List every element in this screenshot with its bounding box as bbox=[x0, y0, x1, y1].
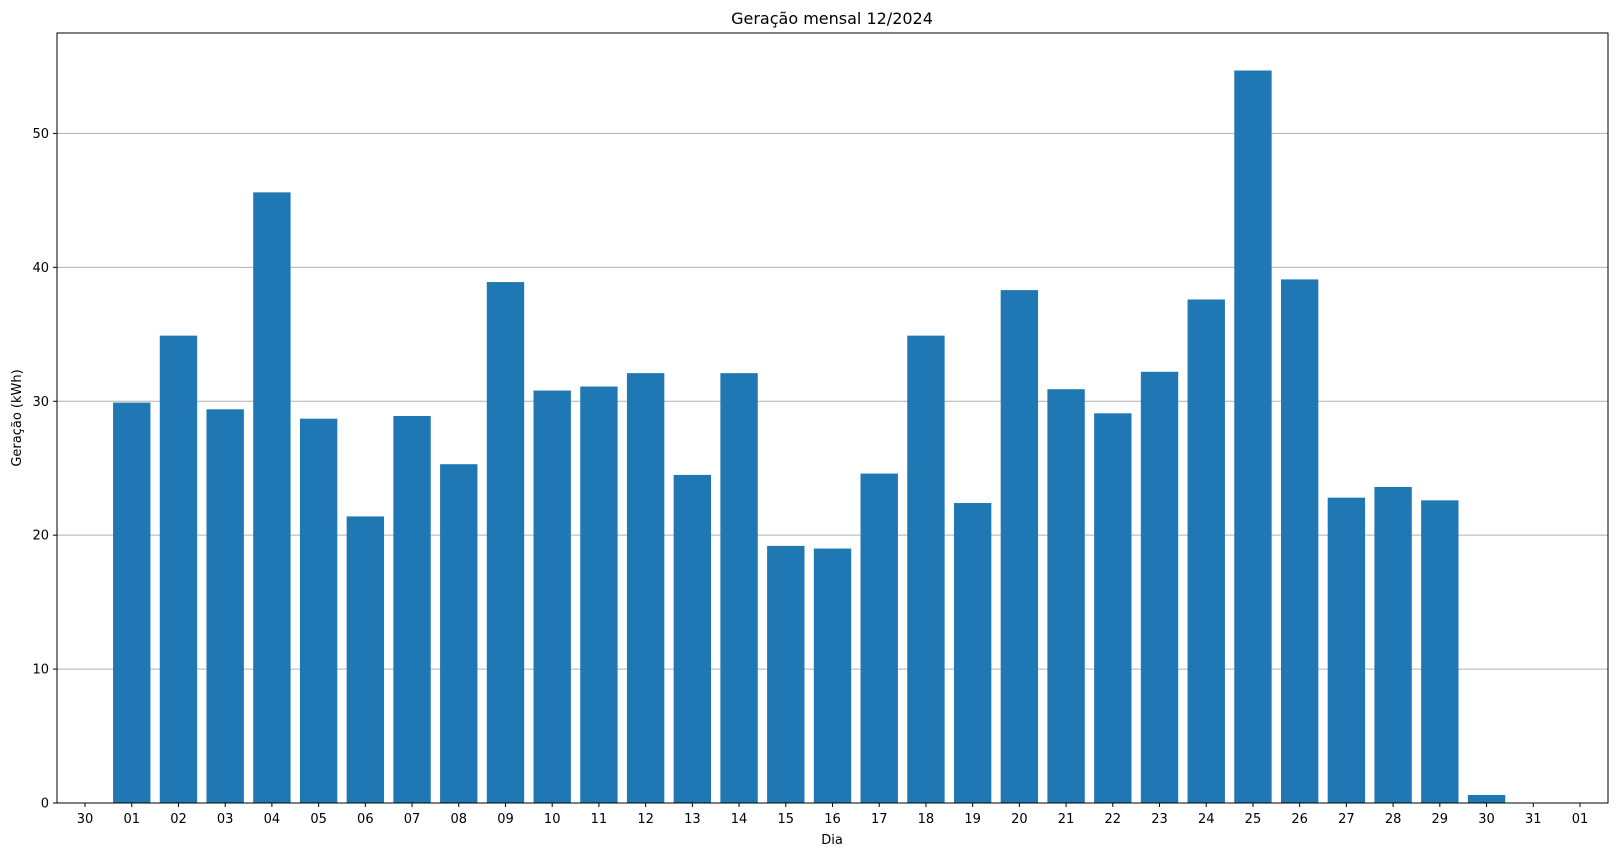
x-tick-label-14: 14 bbox=[731, 812, 748, 827]
bar-10 bbox=[533, 390, 571, 803]
y-tick-label-2: 20 bbox=[32, 529, 49, 544]
bar-12 bbox=[626, 373, 665, 803]
x-tick-label-23: 23 bbox=[1151, 812, 1168, 827]
x-tick-label-0: 30 bbox=[77, 812, 94, 827]
x-tick-label-11: 11 bbox=[591, 812, 608, 827]
bar-29 bbox=[1421, 500, 1459, 803]
bar-23 bbox=[1140, 371, 1179, 803]
bar-1 bbox=[113, 402, 151, 803]
y-axis-label: Geração (kWh) bbox=[10, 369, 25, 466]
bar-6 bbox=[346, 516, 385, 803]
bar-21 bbox=[1047, 389, 1085, 803]
x-tick-label-16: 16 bbox=[824, 812, 841, 827]
x-tick-label-26: 26 bbox=[1291, 812, 1308, 827]
bar-7 bbox=[393, 415, 431, 803]
bar-26 bbox=[1280, 279, 1319, 803]
bar-25 bbox=[1234, 70, 1272, 803]
bar-17 bbox=[860, 473, 898, 803]
bar-5 bbox=[299, 418, 338, 803]
bar-30 bbox=[1467, 794, 1506, 803]
bar-20 bbox=[1000, 290, 1039, 803]
bar-15 bbox=[767, 545, 805, 803]
y-tick-label-0: 0 bbox=[41, 797, 49, 812]
x-tick-label-20: 20 bbox=[1011, 812, 1028, 827]
bar-14 bbox=[720, 373, 758, 803]
x-tick-label-2: 02 bbox=[170, 812, 187, 827]
x-tick-label-31: 31 bbox=[1525, 812, 1542, 827]
x-tick-label-19: 19 bbox=[964, 812, 981, 827]
x-tick-label-29: 29 bbox=[1432, 812, 1449, 827]
bar-24 bbox=[1187, 299, 1225, 803]
x-tick-label-10: 10 bbox=[544, 812, 561, 827]
bar-18 bbox=[907, 335, 945, 803]
chart-title: Geração mensal 12/2024 bbox=[731, 9, 933, 28]
x-tick-label-21: 21 bbox=[1058, 812, 1075, 827]
bars bbox=[113, 70, 1506, 804]
x-tick-label-8: 08 bbox=[450, 812, 467, 827]
x-tick-label-3: 03 bbox=[217, 812, 234, 827]
bar-2 bbox=[159, 335, 198, 803]
bar-11 bbox=[580, 386, 618, 803]
bar-8 bbox=[440, 464, 478, 803]
x-tick-label-7: 07 bbox=[404, 812, 421, 827]
bar-16 bbox=[813, 548, 852, 803]
bar-27 bbox=[1327, 497, 1366, 803]
x-tick-label-5: 05 bbox=[310, 812, 327, 827]
x-tick-label-6: 06 bbox=[357, 812, 374, 827]
bar-3 bbox=[206, 409, 244, 803]
x-tick-label-4: 04 bbox=[264, 812, 281, 827]
x-tick-label-9: 09 bbox=[497, 812, 514, 827]
x-tick-label-13: 13 bbox=[684, 812, 701, 827]
x-axis-ticks: 30 01 02 03 04 05 06 07 08 09 10 11 12 13 14 15 16 17 18 19… bbox=[77, 803, 1588, 827]
bar-19 bbox=[953, 503, 992, 803]
x-tick-label-28: 28 bbox=[1385, 812, 1402, 827]
x-tick-label-24: 24 bbox=[1198, 812, 1215, 827]
x-tick-label-17: 17 bbox=[871, 812, 888, 827]
y-axis-ticks: 0 10 20 30 40 50 bbox=[32, 127, 57, 812]
bar-4 bbox=[253, 192, 291, 804]
x-tick-label-12: 12 bbox=[637, 812, 654, 827]
y-tick-label-5: 50 bbox=[32, 127, 49, 142]
y-tick-label-3: 30 bbox=[32, 395, 49, 410]
y-tick-label-4: 40 bbox=[32, 261, 49, 276]
x-tick-label-32: 01 bbox=[1572, 812, 1589, 827]
y-tick-label-1: 10 bbox=[32, 663, 49, 678]
bar-13 bbox=[673, 474, 712, 803]
bar-28 bbox=[1374, 486, 1412, 803]
x-tick-label-1: 01 bbox=[123, 812, 140, 827]
x-tick-label-27: 27 bbox=[1338, 812, 1355, 827]
x-tick-label-18: 18 bbox=[918, 812, 935, 827]
x-tick-label-25: 25 bbox=[1245, 812, 1262, 827]
bar-9 bbox=[486, 282, 525, 803]
x-tick-label-22: 22 bbox=[1105, 812, 1122, 827]
x-tick-label-30: 30 bbox=[1478, 812, 1495, 827]
bar-22 bbox=[1094, 413, 1132, 803]
x-tick-label-15: 15 bbox=[778, 812, 795, 827]
x-axis-label: Dia bbox=[821, 833, 843, 848]
